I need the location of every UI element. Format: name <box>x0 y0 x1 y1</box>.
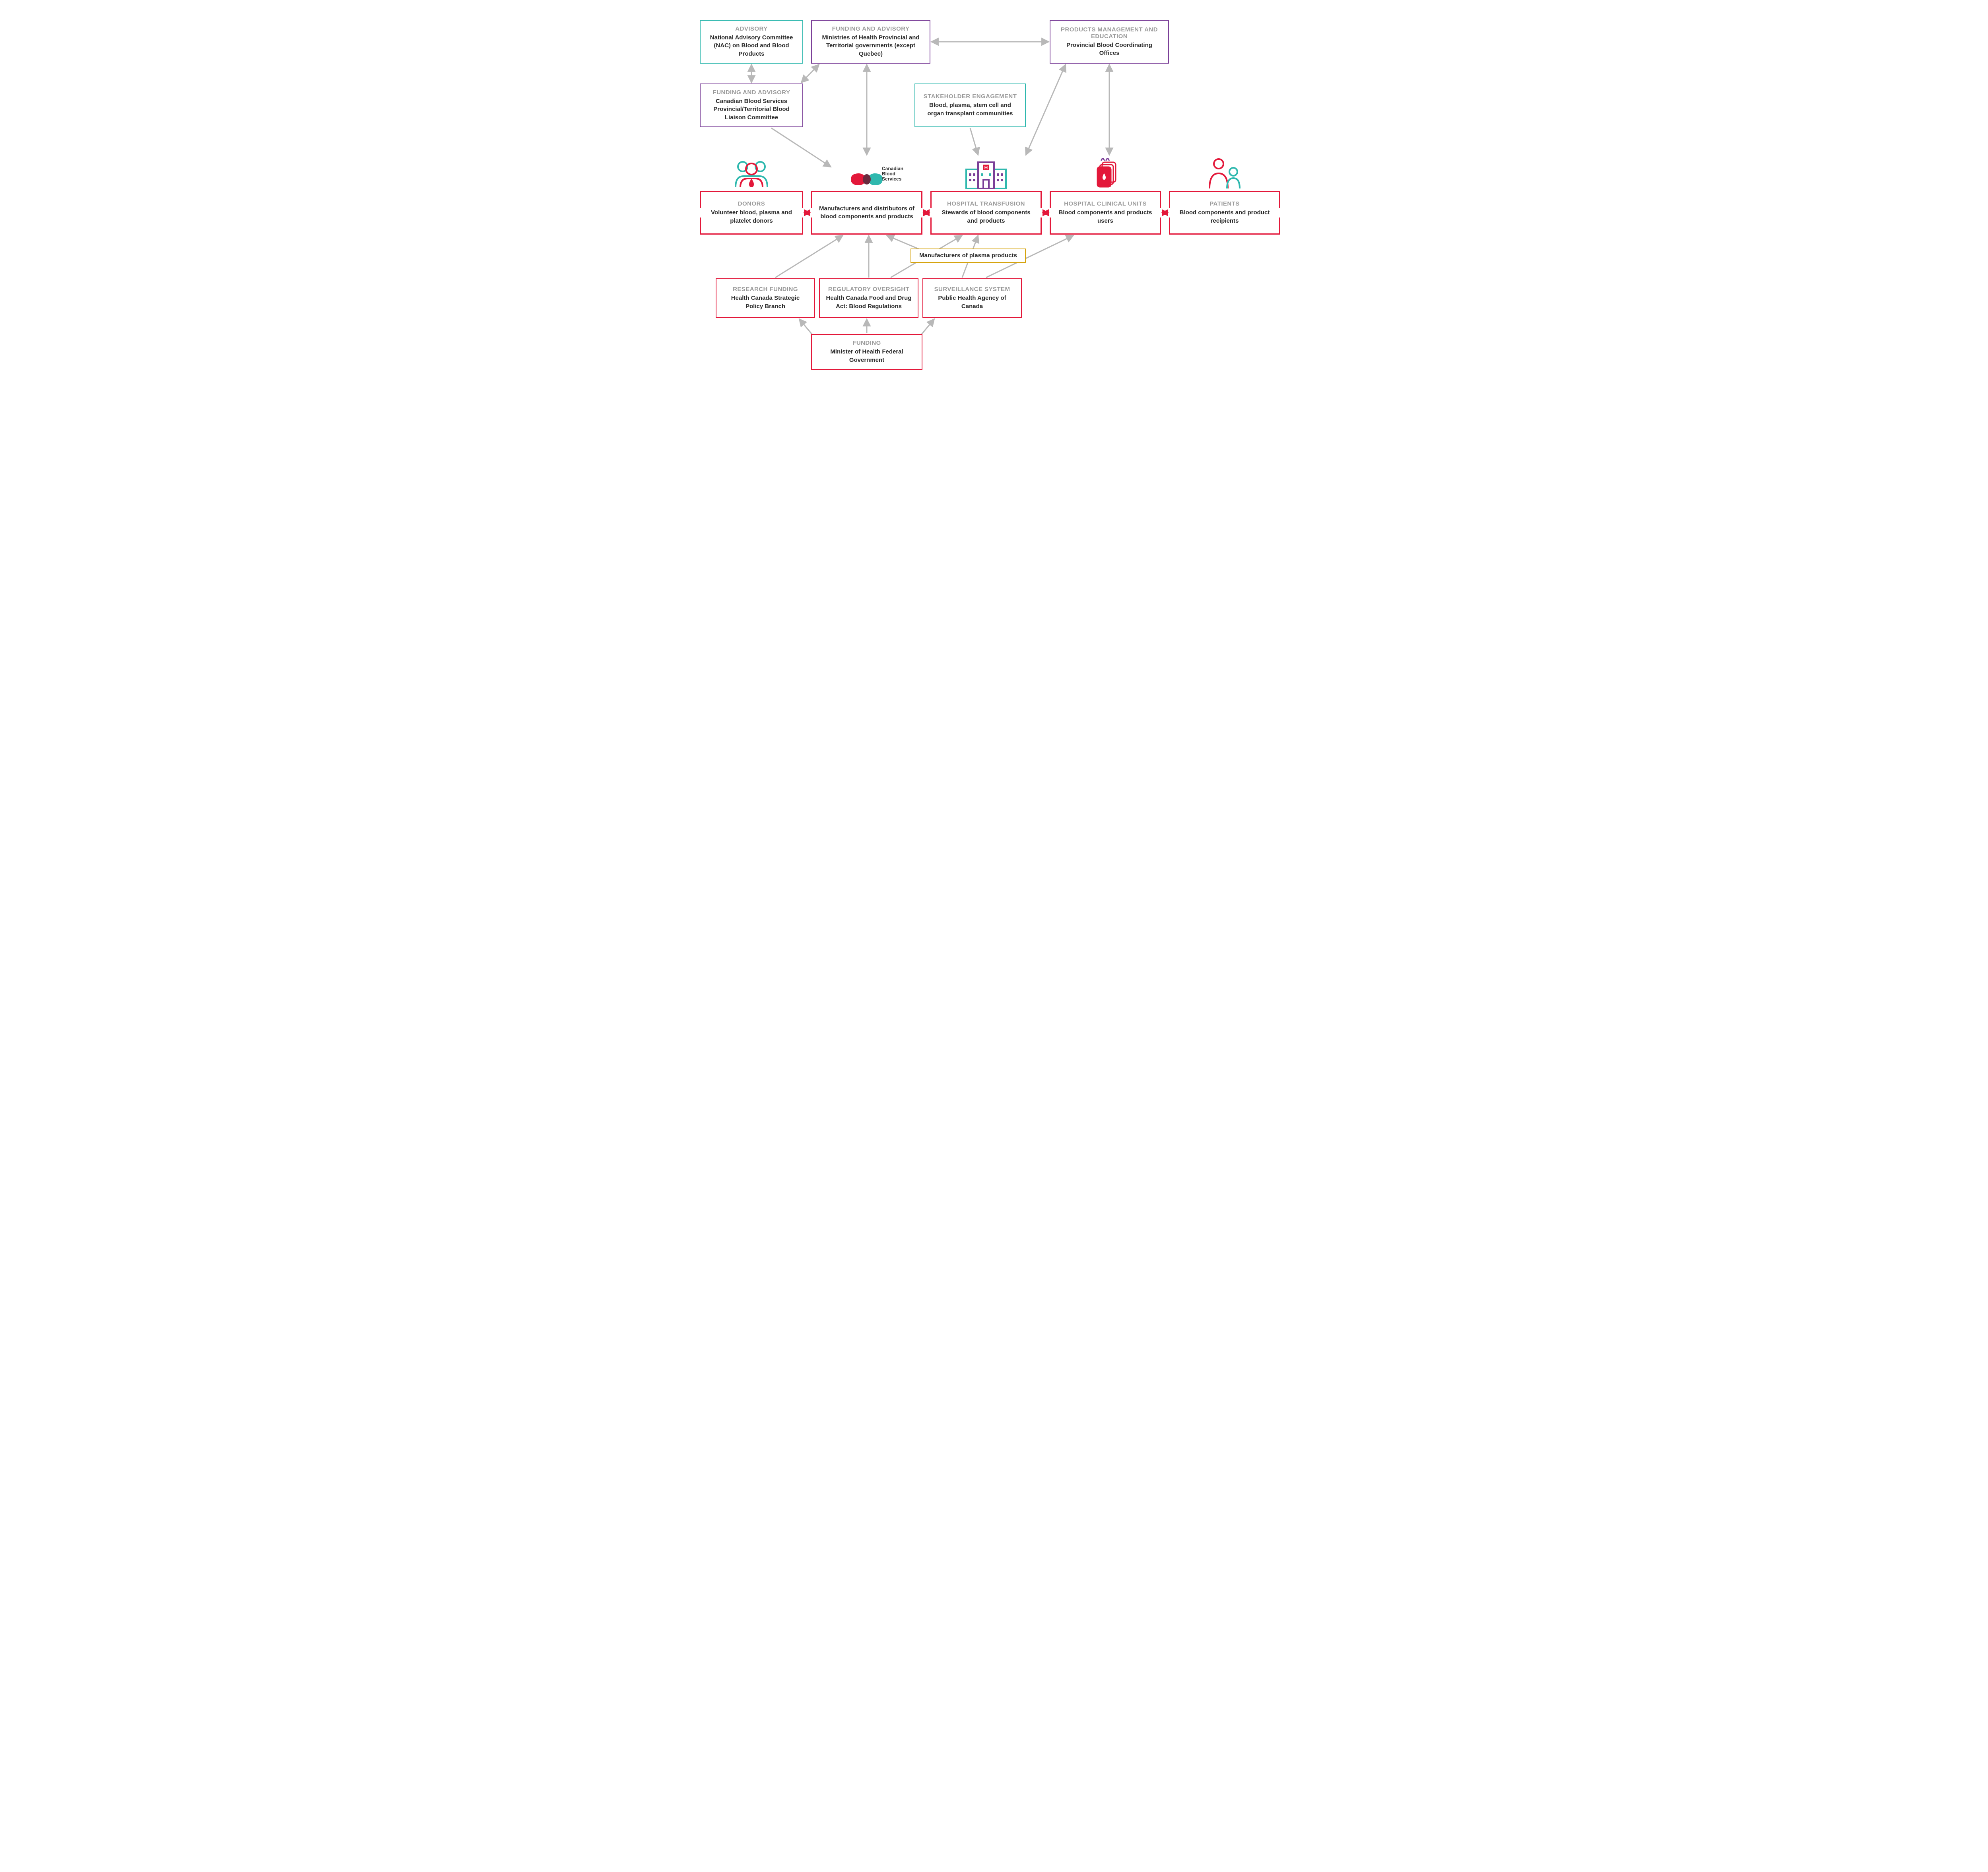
cbs-text-label: CanadianBloodServices <box>882 166 903 182</box>
node-funding_advisory_top-category: FUNDING AND ADVISORY <box>817 25 924 32</box>
node-advisory: ADVISORY National Advisory Committee (NAC… <box>700 20 803 64</box>
edge-products_mgmt-hospital_transfusion <box>1026 64 1066 155</box>
main-manufacturers-desc: Manufacturers and distributors of blood … <box>817 205 917 221</box>
blood-system-diagram: ADVISORY National Advisory Committee (NAC… <box>684 8 1304 374</box>
node-stakeholder: STAKEHOLDER ENGAGEMENTBlood, plasma, ste… <box>914 84 1026 127</box>
main-patients-category: PATIENTS <box>1175 200 1275 207</box>
edge-funding_advisory_left-manufacturers <box>771 128 831 167</box>
main-hospital_clinical: HOSPITAL CLINICAL UNITS Blood components … <box>1050 191 1161 235</box>
node-funding_federal-category: FUNDING <box>817 340 916 346</box>
node-products_mgmt-category: PRODUCTS MANAGEMENT AND EDUCATION <box>1056 26 1163 40</box>
hospital_clinical-icon <box>1081 156 1129 189</box>
node-funding_advisory_top-desc: Ministries of Health Provincial and Terr… <box>817 34 924 58</box>
node-surveillance-category: SURVEILLANCE SYSTEM <box>929 286 1015 293</box>
main-hospital_clinical-desc: Blood components and products users <box>1055 209 1155 225</box>
node-products_mgmt: PRODUCTS MANAGEMENT AND EDUCATIONProvinc… <box>1050 20 1169 64</box>
main-donors-category: DONORS <box>705 200 798 207</box>
main-hospital_clinical-category: HOSPITAL CLINICAL UNITS <box>1055 200 1155 207</box>
hospital_transfusion-icon: H <box>962 156 1010 189</box>
node-funding_advisory_left: FUNDING AND ADVISORYCanadian Blood Servi… <box>700 84 803 127</box>
donors-icon <box>728 156 775 189</box>
main-donors: DONORS Volunteer blood, plasma and platel… <box>700 191 803 235</box>
main-patients-desc: Blood components and product recipients <box>1175 209 1275 225</box>
node-funding_federal: FUNDING Minister of Health Federal Govern… <box>811 334 922 370</box>
edge-stakeholder-hospital_transfusion <box>970 128 978 155</box>
node-stakeholder-category: STAKEHOLDER ENGAGEMENT <box>921 93 1019 100</box>
main-patients: PATIENTS Blood components and product rec… <box>1169 191 1280 235</box>
main-donors-desc: Volunteer blood, plasma and platelet don… <box>705 209 798 225</box>
node-funding_advisory_top: FUNDING AND ADVISORY Ministries of Health… <box>811 20 930 64</box>
main-manufacturers: Manufacturers and distributors of blood … <box>811 191 922 235</box>
node-stakeholder-desc: Blood, plasma, stem cell and organ trans… <box>921 101 1019 118</box>
node-regulatory-desc: Health Canada Food and Drug Act: Blood R… <box>825 294 912 311</box>
main-hospital_transfusion-category: HOSPITAL TRANSFUSION <box>936 200 1036 207</box>
node-plasma_mfg: Manufacturers of plasma products <box>911 249 1026 263</box>
node-plasma_mfg-desc: Manufacturers of plasma products <box>917 252 1019 260</box>
edge-funding_advisory_top-funding_advisory_left <box>801 64 819 83</box>
node-surveillance-desc: Public Health Agency of Canada <box>929 294 1015 311</box>
node-advisory-desc: National Advisory Committee (NAC) on Blo… <box>706 34 797 58</box>
node-advisory-category: ADVISORY <box>706 25 797 32</box>
node-research: RESEARCH FUNDINGHealth Canada Strategic … <box>716 278 815 318</box>
svg-text:H: H <box>984 165 988 171</box>
node-funding_federal-desc: Minister of Health Federal Government <box>817 348 916 364</box>
node-products_mgmt-desc: Provincial Blood Coordinating Offices <box>1056 41 1163 58</box>
node-research-desc: Health Canada Strategic Policy Branch <box>722 294 809 311</box>
edge-research-manufacturers <box>775 235 843 278</box>
node-funding_advisory_left-category: FUNDING AND ADVISORY <box>706 89 797 96</box>
node-regulatory: REGULATORY OVERSIGHTHealth Canada Food a… <box>819 278 918 318</box>
node-research-category: RESEARCH FUNDING <box>722 286 809 293</box>
node-surveillance: SURVEILLANCE SYSTEMPublic Health Agency … <box>922 278 1022 318</box>
main-hospital_transfusion-desc: Stewards of blood components and product… <box>936 209 1036 225</box>
node-funding_advisory_left-desc: Canadian Blood Services Provincial/Terri… <box>706 97 797 122</box>
node-regulatory-category: REGULATORY OVERSIGHT <box>825 286 912 293</box>
patients-icon <box>1201 156 1248 189</box>
main-hospital_transfusion: HOSPITAL TRANSFUSION Stewards of blood co… <box>930 191 1042 235</box>
